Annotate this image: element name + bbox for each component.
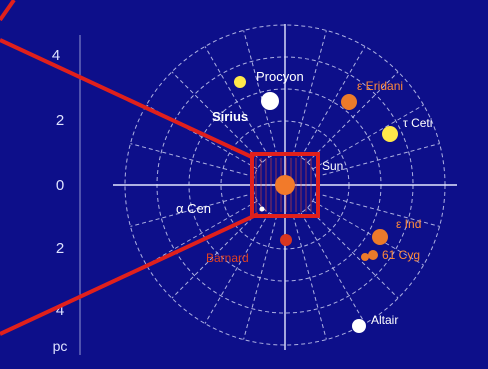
star-procyon [261, 92, 279, 110]
grid-spoke-10 [146, 200, 258, 266]
star-sun [275, 175, 295, 195]
grid-spoke-19 [292, 30, 327, 155]
star-eps-ind [372, 229, 388, 245]
star-tau-ceti [382, 126, 398, 142]
tick-label-top-2: 2 [56, 112, 64, 129]
grid-spoke-8 [204, 212, 270, 324]
tick-label-zero: 0 [56, 177, 64, 194]
sun-highlight-box [250, 152, 320, 218]
grid-spoke-20 [300, 46, 366, 158]
grid-spoke-21 [307, 71, 399, 163]
grid-spoke-5 [292, 215, 327, 340]
star-61-cyg-a [368, 250, 378, 260]
zoom-line-lower [0, 212, 259, 336]
grid-spoke-7 [243, 215, 278, 340]
zoom-line-upper [0, 38, 255, 160]
grid-spoke-11 [130, 192, 255, 227]
tick-label-bottom-4: 4 [56, 302, 64, 319]
label-eps-eridani: ε Eridani [357, 79, 403, 93]
label-61-cyg: 61 Cyg [382, 248, 420, 262]
grid-spoke-9 [171, 207, 263, 299]
label-tau-ceti: τ Ceti [403, 116, 432, 130]
label-alpha-cen: α Cen [176, 201, 211, 216]
grid-spoke-3 [307, 207, 399, 299]
grid-spoke-13 [130, 143, 255, 178]
label-procyon: Procyon [256, 69, 304, 84]
label-barnard: Barnard [206, 251, 249, 265]
label-altair: Altair [371, 313, 398, 327]
grid-spoke-22 [312, 104, 424, 170]
zoom-line-top-corner [0, 0, 16, 22]
label-sun: Sun [322, 159, 343, 173]
axis-unit-label: pc [53, 338, 68, 354]
tick-label-top-4: 4 [52, 47, 60, 64]
star-procyon-b [234, 76, 246, 88]
grid-spoke-15 [171, 71, 263, 163]
star-barnard [280, 234, 292, 246]
grid-spoke-1 [315, 192, 440, 227]
grid-spoke-4 [300, 212, 366, 324]
grid-spoke-2 [312, 200, 424, 266]
label-eps-ind: ε Ind [396, 217, 421, 231]
grid-spoke-17 [243, 30, 278, 155]
star-altair [352, 319, 366, 333]
star-61-cyg-b [361, 253, 369, 261]
star-alpha-cen [259, 206, 265, 212]
grid-spoke-23 [315, 143, 440, 178]
star-eps-eridani [341, 94, 357, 110]
tick-label-bottom-2: 2 [56, 240, 64, 257]
grid-spoke-16 [204, 46, 270, 158]
label-sirius: Sirius [212, 109, 248, 124]
